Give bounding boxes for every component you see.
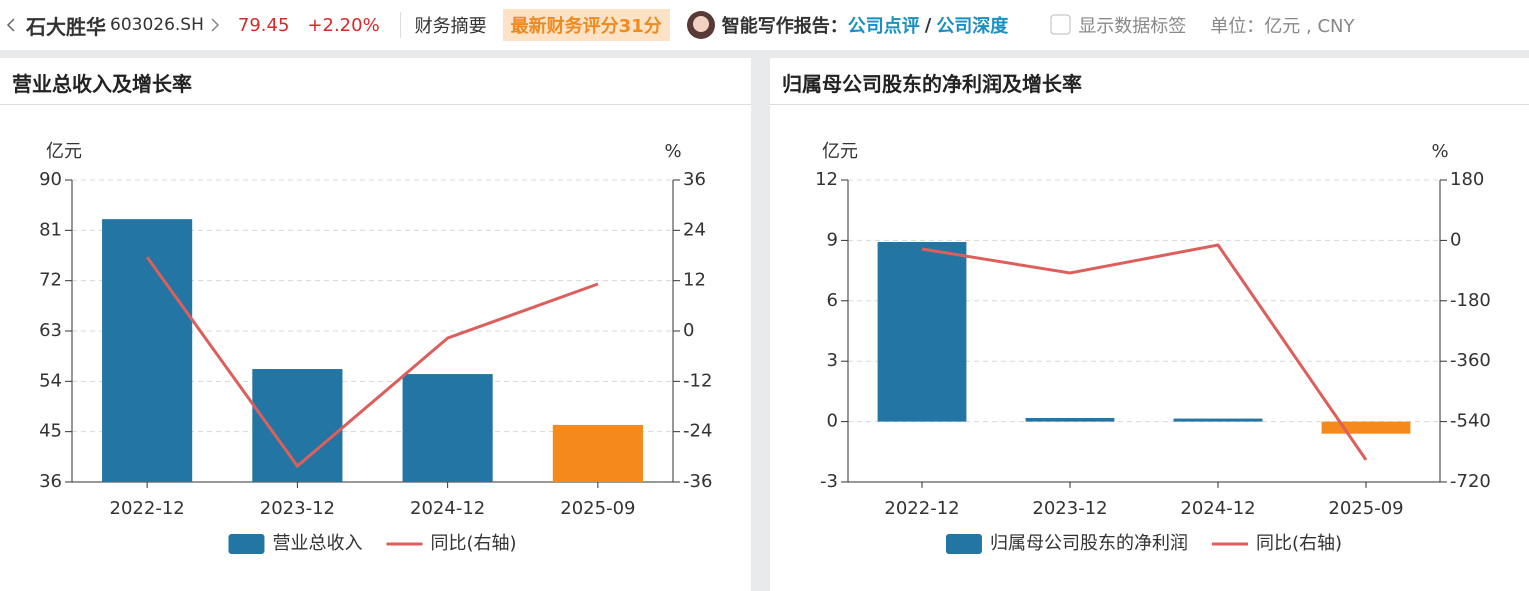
stock-name: 石大胜华 <box>26 14 106 39</box>
y2-tick-label: -12 <box>683 370 712 391</box>
legend-label: 营业总收入 <box>272 533 362 554</box>
chart-panel: 归属母公司股东的净利润及增长率 亿元% -3 0 3 6 9 12 -720 -540 -360 -… <box>770 58 1529 591</box>
y-tick-label: 9 <box>827 229 838 250</box>
bar <box>552 424 643 482</box>
bar <box>1321 421 1411 434</box>
next-icon[interactable] <box>206 15 224 35</box>
y2-tick-label: 36 <box>683 169 706 190</box>
report-link[interactable]: 公司深度 <box>936 16 1009 37</box>
report-label: 智能写作报告： <box>721 16 848 37</box>
y-tick-label: 3 <box>827 350 838 371</box>
y-tick-label: -3 <box>820 471 838 492</box>
y2-tick-label: 180 <box>1450 169 1484 190</box>
y2-tick-label: -180 <box>1450 290 1491 311</box>
y-tick-label: 36 <box>39 471 62 492</box>
y-tick-label: 6 <box>827 290 838 311</box>
x-tick-label: 2023-12 <box>1032 498 1107 519</box>
back-icon[interactable] <box>2 15 22 35</box>
y-tick-label: 54 <box>39 370 62 391</box>
y-tick-label: 90 <box>39 169 62 190</box>
report-link[interactable]: 公司点评 <box>847 16 920 37</box>
chart-title: 归属母公司股东的净利润及增长率 <box>782 72 1082 96</box>
bar <box>877 242 967 422</box>
y2-tick-label: -720 <box>1450 471 1491 492</box>
x-tick-label: 2023-12 <box>260 498 335 519</box>
legend-swatch <box>228 534 265 554</box>
line <box>921 243 1368 461</box>
score-badge[interactable]: 最新财务评分31分 <box>502 9 670 41</box>
y2-tick-label: 24 <box>683 219 706 240</box>
stock-code: 603026.SH <box>110 15 204 35</box>
chart: 亿元 % -3 0 3 6 9 12 -720 -540 -360 -180 0 180 2022-12 20… <box>815 141 1491 554</box>
legend-swatch <box>945 534 982 554</box>
x-tick-label: 2024-12 <box>1180 498 1255 519</box>
y-tick-label: 72 <box>39 270 62 291</box>
chart: 亿元 %36455463728190-36-24-1201224362022-12… <box>39 141 712 554</box>
bar <box>102 219 193 483</box>
checkbox-label[interactable]: 显示数据标签 <box>1078 16 1187 37</box>
legend-label: 同比(右轴) <box>430 533 516 554</box>
separator: / <box>924 14 932 36</box>
y2-tick-label: 12 <box>683 270 706 291</box>
y-tick-label: 63 <box>39 320 62 341</box>
checkbox[interactable] <box>1050 14 1072 36</box>
y2-tick-label: -36 <box>683 471 712 492</box>
y-tick-label: 12 <box>815 169 838 190</box>
avatar <box>686 11 715 39</box>
y-unit: 亿元 <box>46 141 82 162</box>
y-tick-label: 45 <box>39 421 62 442</box>
bar <box>1025 417 1115 422</box>
summary-tab[interactable]: 财务摘要 <box>399 12 487 38</box>
x-tick-label: 2022-12 <box>110 498 185 519</box>
y2-tick-label: 0 <box>683 320 694 341</box>
unit-label: 单位：亿元 , CNY <box>1210 16 1355 37</box>
y2-unit: % <box>664 141 681 162</box>
x-tick-label: 2022-12 <box>884 498 959 519</box>
y-unit: 亿元 <box>822 141 858 162</box>
header: 石大胜华 603026.SH 79.45 +2.20% 财务摘要 最新财务评分3… <box>0 0 1529 50</box>
divider <box>0 104 751 105</box>
y-tick-label: 81 <box>39 219 62 240</box>
y2-tick-label: -360 <box>1450 350 1491 371</box>
y2-tick-label: -24 <box>683 421 712 442</box>
chart-panel: 营业总收入及增长率 亿元% 36 45 54 63 72 81 90 -36 -24 -12 0 12 2… <box>0 58 751 591</box>
bar <box>1173 418 1263 422</box>
price: 79.45 <box>237 14 290 36</box>
x-tick-label: 2024-12 <box>410 498 485 519</box>
y2-tick-label: 0 <box>1450 229 1461 250</box>
legend-label: 归属母公司股东的净利润 <box>990 533 1188 554</box>
chart-title: 营业总收入及增长率 <box>12 72 192 96</box>
y2-unit: % <box>1431 141 1448 162</box>
divider <box>770 104 1529 105</box>
x-tick-label: 2025-09 <box>560 498 635 519</box>
y2-tick-label: -540 <box>1450 411 1491 432</box>
legend-label: 同比(右轴) <box>1256 533 1342 554</box>
y-tick-label: 0 <box>827 411 838 432</box>
x-tick-label: 2025-09 <box>1328 498 1403 519</box>
bar <box>402 374 493 482</box>
change: +2.20% <box>307 14 380 36</box>
line <box>145 256 599 469</box>
